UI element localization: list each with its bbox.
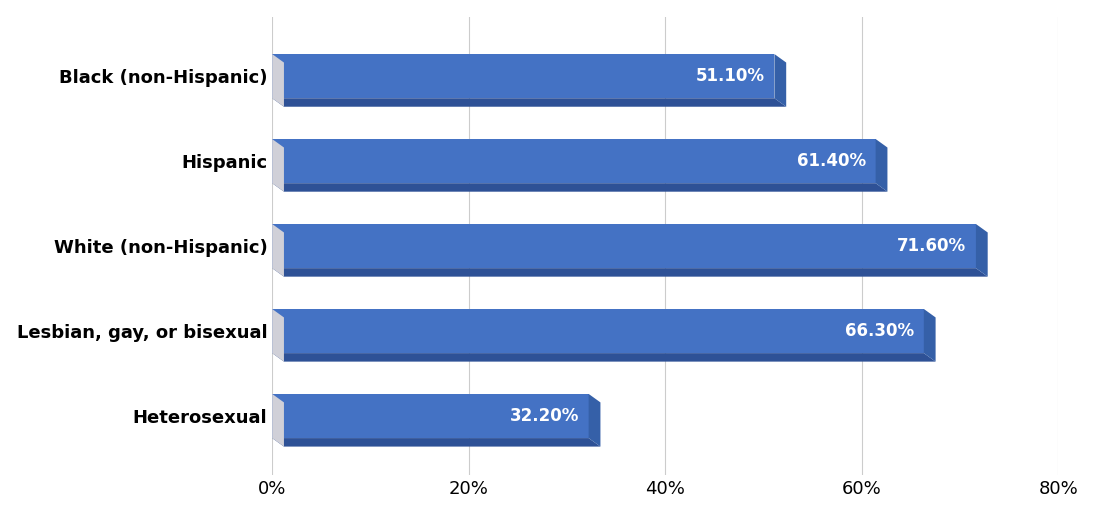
Text: 32.20%: 32.20%: [509, 407, 579, 425]
Polygon shape: [273, 438, 600, 447]
Polygon shape: [876, 139, 887, 192]
Polygon shape: [589, 394, 600, 447]
Text: 51.10%: 51.10%: [695, 67, 764, 85]
Polygon shape: [273, 183, 887, 192]
Polygon shape: [273, 268, 988, 277]
Bar: [273, 309, 924, 353]
Polygon shape: [273, 224, 284, 277]
Polygon shape: [273, 139, 284, 192]
Polygon shape: [774, 54, 786, 107]
Text: 71.60%: 71.60%: [897, 237, 966, 255]
Bar: [273, 394, 589, 438]
Bar: [273, 54, 774, 98]
Polygon shape: [273, 98, 786, 107]
Text: 66.30%: 66.30%: [845, 322, 914, 340]
Polygon shape: [976, 224, 988, 277]
Polygon shape: [273, 353, 935, 362]
Polygon shape: [273, 54, 284, 107]
Polygon shape: [273, 394, 284, 447]
Polygon shape: [924, 309, 935, 362]
Bar: [273, 139, 876, 183]
Bar: [273, 224, 976, 268]
Polygon shape: [273, 309, 284, 362]
Text: 61.40%: 61.40%: [797, 152, 866, 170]
